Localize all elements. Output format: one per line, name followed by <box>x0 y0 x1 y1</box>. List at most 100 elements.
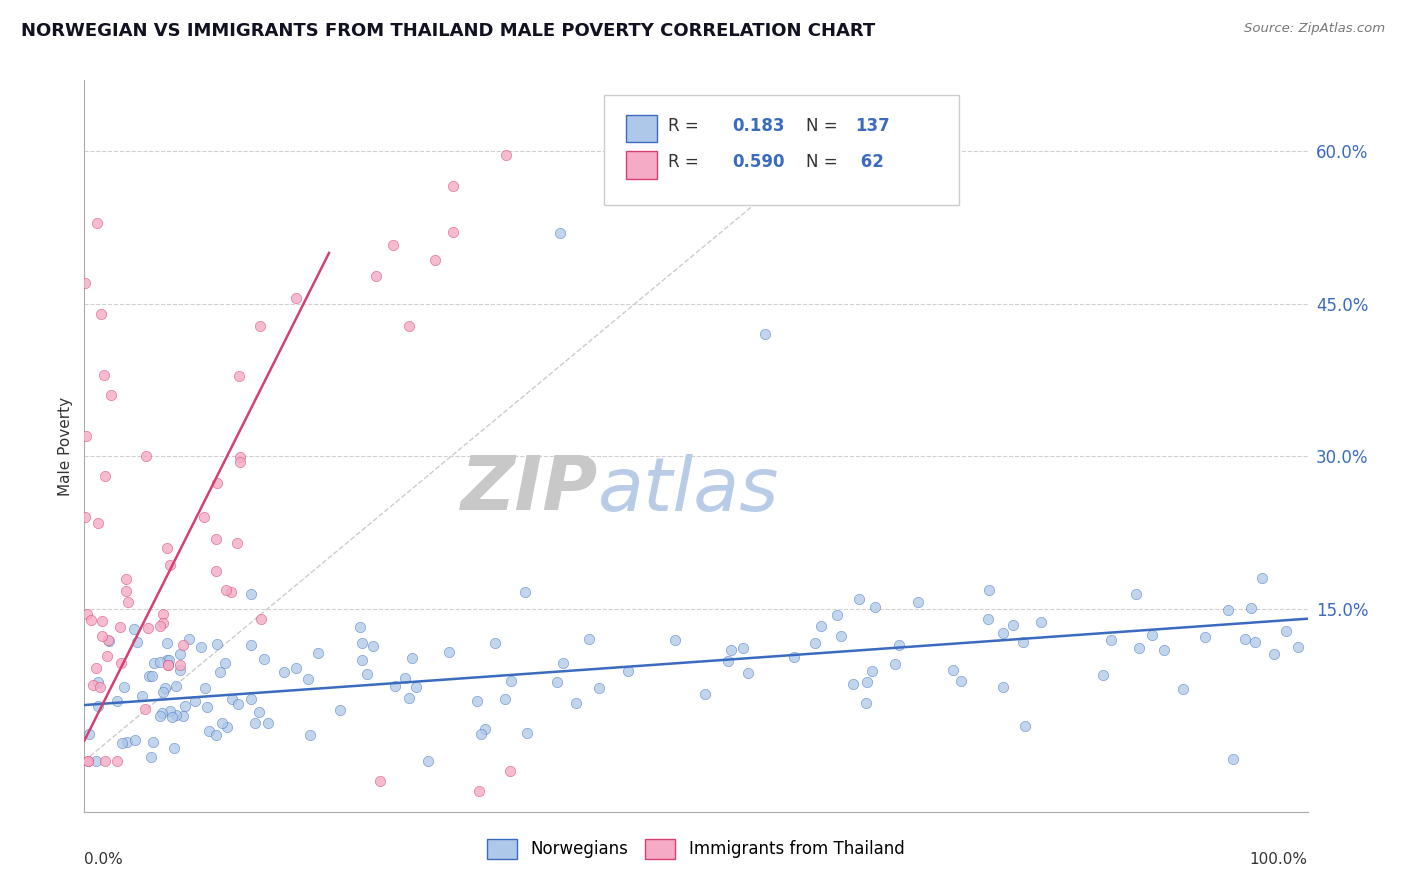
Point <box>77 754 100 768</box>
Point <box>783 650 806 665</box>
Point <box>1240 601 1263 615</box>
Point <box>495 148 517 162</box>
Point <box>82 678 104 692</box>
Point <box>693 686 716 700</box>
Point <box>228 368 250 383</box>
Point <box>356 667 378 681</box>
Point <box>80 613 103 627</box>
Point <box>546 675 568 690</box>
Point <box>149 655 172 669</box>
Point <box>159 558 181 572</box>
Point <box>240 587 263 601</box>
Point <box>298 728 321 742</box>
Point <box>494 692 516 706</box>
Point <box>1194 630 1216 644</box>
Text: Source: ZipAtlas.com: Source: ZipAtlas.com <box>1244 22 1385 36</box>
Point <box>156 541 179 556</box>
Point <box>368 774 391 789</box>
Point <box>100 388 122 402</box>
Point <box>76 607 98 621</box>
Point <box>991 680 1014 694</box>
Point <box>160 710 183 724</box>
Point <box>77 754 100 768</box>
Point <box>122 622 145 636</box>
FancyBboxPatch shape <box>605 95 959 204</box>
Point <box>179 632 201 646</box>
Point <box>423 252 446 267</box>
Point <box>112 680 135 694</box>
Point <box>157 657 180 672</box>
Point <box>135 449 157 463</box>
Point <box>172 638 194 652</box>
Point <box>470 727 492 741</box>
Point <box>384 679 406 693</box>
Point <box>441 226 464 240</box>
Point <box>138 621 160 635</box>
Text: 137: 137 <box>855 117 890 135</box>
Point <box>115 735 138 749</box>
Point <box>754 327 776 342</box>
Point <box>150 706 173 720</box>
Point <box>77 727 100 741</box>
Point <box>810 618 832 632</box>
Point <box>211 716 233 731</box>
Point <box>172 709 194 723</box>
Point <box>1288 640 1310 655</box>
Point <box>889 638 911 652</box>
Point <box>107 694 129 708</box>
Point <box>156 636 179 650</box>
Point <box>111 736 134 750</box>
Point <box>97 633 120 648</box>
Point <box>465 694 488 708</box>
Point <box>245 716 267 731</box>
Point <box>91 629 114 643</box>
Point <box>86 754 108 768</box>
Text: 100.0%: 100.0% <box>1250 852 1308 867</box>
Point <box>307 646 329 660</box>
Point <box>1002 617 1025 632</box>
Point <box>152 607 174 621</box>
Point <box>329 702 352 716</box>
Point <box>441 178 464 193</box>
Point <box>841 677 863 691</box>
Point <box>89 681 111 695</box>
Point <box>1011 635 1033 649</box>
Point <box>90 307 112 321</box>
Point <box>198 723 221 738</box>
Point <box>907 595 929 609</box>
Point <box>991 625 1014 640</box>
Point <box>205 476 228 491</box>
Point <box>484 636 506 650</box>
Point <box>976 612 998 626</box>
Point <box>157 658 180 673</box>
Point <box>86 215 108 229</box>
Point <box>226 698 249 712</box>
Point <box>249 318 271 333</box>
Point <box>250 612 273 626</box>
Point <box>131 690 153 704</box>
Text: R =: R = <box>668 117 709 135</box>
Point <box>219 585 242 599</box>
Point <box>398 318 420 333</box>
Point <box>105 754 128 768</box>
Point <box>205 637 228 651</box>
Point <box>226 535 249 549</box>
Text: NORWEGIAN VS IMMIGRANTS FROM THAILAND MALE POVERTY CORRELATION CHART: NORWEGIAN VS IMMIGRANTS FROM THAILAND MA… <box>21 22 876 40</box>
Point <box>247 705 270 719</box>
Point <box>499 764 522 778</box>
Text: 0.183: 0.183 <box>733 117 785 135</box>
Text: N =: N = <box>806 153 838 171</box>
Point <box>1153 642 1175 657</box>
Point <box>830 629 852 643</box>
Point <box>94 754 117 768</box>
Point <box>548 226 571 240</box>
Legend: Norwegians, Immigrants from Thailand: Norwegians, Immigrants from Thailand <box>481 832 911 865</box>
Point <box>141 750 163 764</box>
Point <box>297 672 319 686</box>
Point <box>863 599 886 614</box>
Point <box>159 704 181 718</box>
Point <box>720 642 742 657</box>
Point <box>1125 587 1147 601</box>
Point <box>285 661 308 675</box>
Point <box>110 656 132 670</box>
